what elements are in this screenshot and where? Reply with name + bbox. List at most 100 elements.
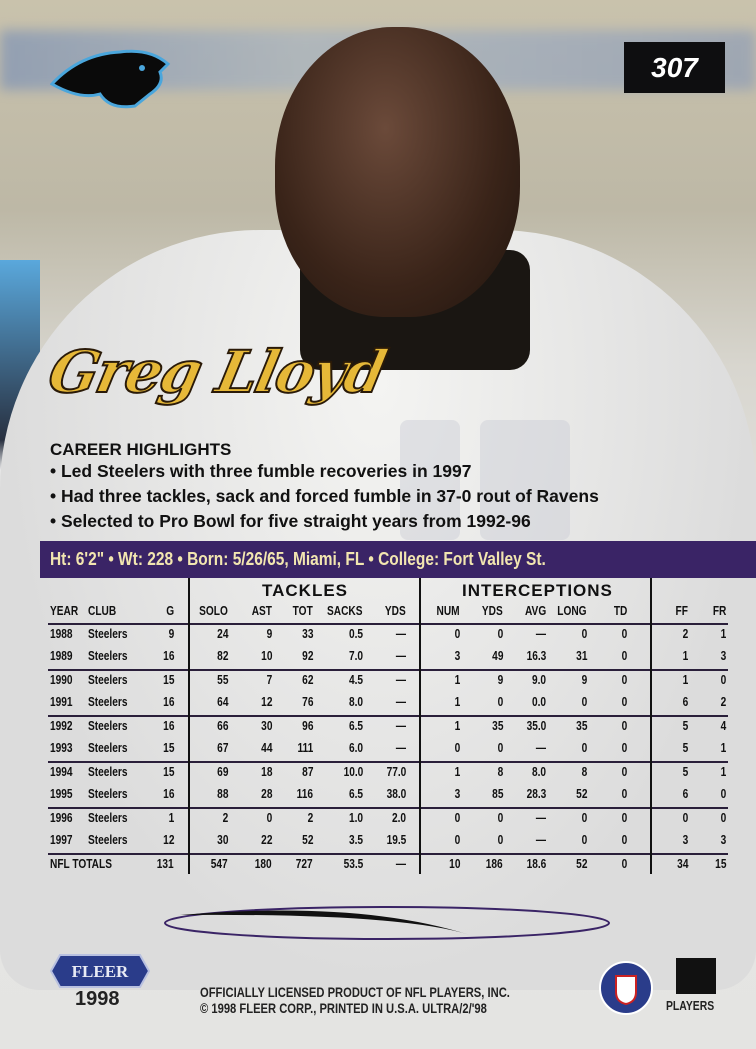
column-header: FF (675, 603, 688, 618)
column-header: TOT (292, 603, 313, 618)
stat-cell: 2 (682, 626, 688, 641)
totals-cell: — (395, 856, 406, 871)
highlight-item: • Had three tackles, sack and forced fum… (50, 486, 599, 506)
stat-cell: 7 (266, 672, 272, 687)
stat-cell: — (395, 648, 406, 663)
row-divider (48, 761, 728, 763)
stat-cell: 3 (720, 648, 726, 663)
legal-text: OFFICIALLY LICENSED PRODUCT OF NFL PLAYE… (200, 984, 510, 1000)
stat-cell: Steelers (88, 832, 128, 847)
stat-cell: 6.5 (348, 786, 363, 801)
stat-cell: 16 (162, 718, 174, 733)
stat-cell: Steelers (88, 786, 128, 801)
stat-cell: 3 (720, 832, 726, 847)
stat-cell: — (395, 626, 406, 641)
stats-table: TACKLES INTERCEPTIONS YEAR CLUB G SOLO AST TO… (0, 578, 756, 878)
stat-cell: 1991 (50, 694, 73, 709)
stat-cell: 66 (216, 718, 228, 733)
stat-cell: 1990 (50, 672, 73, 687)
stat-cell: 3 (454, 786, 460, 801)
stat-cell: 85 (491, 786, 503, 801)
stat-cell: Steelers (88, 672, 128, 687)
stat-cell: — (535, 810, 546, 825)
stat-cell: 1989 (50, 648, 73, 663)
fleer-brand: FLEER (72, 962, 129, 981)
stat-cell: 0 (682, 810, 688, 825)
card-year: 1998 (75, 988, 120, 1010)
stat-cell: 52 (575, 786, 587, 801)
stat-cell: 2 (307, 810, 313, 825)
stat-cell: 0 (621, 740, 627, 755)
stat-cell: 28.3 (526, 786, 546, 801)
stat-cell: 16 (162, 786, 174, 801)
stat-cell: 10.0 (343, 764, 363, 779)
stat-cell: 35 (491, 718, 503, 733)
column-header: SOLO (199, 603, 228, 618)
stat-cell: — (395, 672, 406, 687)
stat-cell: 0 (581, 740, 587, 755)
stat-cell: 116 (296, 786, 313, 801)
stat-cell: — (535, 740, 546, 755)
stat-cell: 96 (301, 718, 313, 733)
column-header: YDS (482, 603, 503, 618)
highlight-item: • Selected to Pro Bowl for five straight… (50, 511, 531, 531)
player-head (275, 27, 520, 317)
stat-cell: 1 (682, 672, 688, 687)
players-label: PLAYERS (666, 998, 715, 1013)
totals-cell: 0 (621, 856, 627, 871)
stat-cell: 5 (682, 718, 688, 733)
totals-cell: 727 (296, 856, 313, 871)
stat-cell: 64 (216, 694, 228, 709)
stat-cell: 30 (260, 718, 272, 733)
stat-cell: 1988 (50, 626, 73, 641)
totals-cell: 18.6 (526, 856, 546, 871)
stat-cell: 8.0 (531, 764, 546, 779)
stat-cell: 38.0 (386, 786, 406, 801)
column-divider (188, 578, 190, 874)
stat-cell: 4.5 (348, 672, 363, 687)
stat-cell: 12 (162, 832, 174, 847)
stat-cell: Steelers (88, 694, 128, 709)
stat-cell: 0 (454, 832, 460, 847)
column-header: NUM (436, 603, 460, 618)
stat-cell: 8.0 (348, 694, 363, 709)
stat-cell: 1 (454, 764, 460, 779)
totals-cell: 52 (575, 856, 587, 871)
stat-cell: 62 (301, 672, 313, 687)
stat-cell: 1992 (50, 718, 73, 733)
totals-cell: 186 (486, 856, 503, 871)
totals-cell: 547 (211, 856, 228, 871)
stat-cell: 18 (260, 764, 272, 779)
stat-cell: 1 (454, 718, 460, 733)
highlight-item: • Led Steelers with three fumble recover… (50, 461, 472, 481)
panthers-logo-icon (50, 49, 171, 109)
stat-cell: 3.5 (348, 832, 363, 847)
stat-cell: 8 (581, 764, 587, 779)
stat-cell: 10 (260, 648, 272, 663)
stat-cell: 1 (720, 740, 726, 755)
stat-cell: 0 (720, 810, 726, 825)
nfl-shield-icon (599, 961, 653, 1015)
stat-cell: 0 (497, 694, 503, 709)
column-header: LONG (557, 603, 587, 618)
stat-cell: 1997 (50, 832, 73, 847)
stat-cell: 0 (497, 810, 503, 825)
stat-cell: 0 (454, 810, 460, 825)
stat-cell: 0 (621, 832, 627, 847)
stat-cell: 9 (168, 626, 174, 641)
stat-cell: — (395, 740, 406, 755)
column-header: CLUB (88, 603, 117, 618)
stat-cell: 0 (581, 832, 587, 847)
stat-cell: 0 (621, 672, 627, 687)
stat-cell: 67 (216, 740, 228, 755)
stat-cell: 22 (260, 832, 272, 847)
stat-cell: 30 (216, 832, 228, 847)
stat-cell: 1 (720, 764, 726, 779)
stat-cell: 1993 (50, 740, 73, 755)
stat-cell: 16 (162, 648, 174, 663)
stat-cell: Steelers (88, 810, 128, 825)
stat-cell: 0 (581, 810, 587, 825)
stat-cell: 0 (581, 626, 587, 641)
totals-label: NFL TOTALS (50, 856, 112, 871)
column-header: SACKS (327, 603, 363, 618)
